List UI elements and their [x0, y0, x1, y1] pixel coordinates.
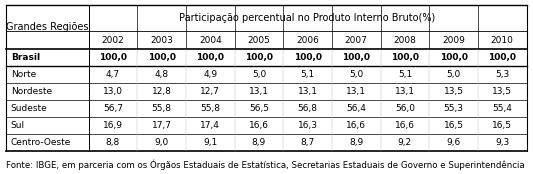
Text: Sul: Sul: [11, 121, 25, 130]
Text: 4,8: 4,8: [155, 70, 168, 79]
Text: 2010: 2010: [491, 35, 514, 45]
Text: Fonte: IBGE, em parceria com os Órgãos Estaduais de Estatística, Secretarias Est: Fonte: IBGE, em parceria com os Órgãos E…: [6, 159, 525, 170]
Text: 5,0: 5,0: [252, 70, 266, 79]
Text: 8,9: 8,9: [252, 138, 266, 147]
Text: 2004: 2004: [199, 35, 222, 45]
Text: 13,5: 13,5: [492, 87, 512, 96]
Text: 9,2: 9,2: [398, 138, 412, 147]
Text: 17,4: 17,4: [200, 121, 220, 130]
Text: 100,0: 100,0: [294, 53, 321, 62]
Text: 17,7: 17,7: [151, 121, 172, 130]
Text: 2002: 2002: [102, 35, 124, 45]
Text: Participação percentual no Produto Interno Bruto(%): Participação percentual no Produto Inter…: [180, 13, 435, 23]
Text: 9,0: 9,0: [155, 138, 169, 147]
Text: 100,0: 100,0: [440, 53, 467, 62]
Text: 55,4: 55,4: [492, 104, 512, 113]
Text: 16,6: 16,6: [346, 121, 366, 130]
Text: Norte: Norte: [11, 70, 36, 79]
Text: 9,6: 9,6: [447, 138, 461, 147]
Text: 13,5: 13,5: [443, 87, 464, 96]
Text: 13,1: 13,1: [297, 87, 318, 96]
Text: 5,1: 5,1: [398, 70, 412, 79]
Text: 2009: 2009: [442, 35, 465, 45]
Text: 100,0: 100,0: [245, 53, 273, 62]
Text: 16,5: 16,5: [492, 121, 512, 130]
Text: 9,3: 9,3: [495, 138, 510, 147]
Text: 13,0: 13,0: [103, 87, 123, 96]
Text: 56,0: 56,0: [395, 104, 415, 113]
Text: 5,0: 5,0: [447, 70, 461, 79]
Text: Centro-Oeste: Centro-Oeste: [11, 138, 71, 147]
Text: 56,4: 56,4: [346, 104, 366, 113]
Text: 2008: 2008: [393, 35, 416, 45]
Text: 100,0: 100,0: [148, 53, 175, 62]
Text: 2003: 2003: [150, 35, 173, 45]
Text: 100,0: 100,0: [342, 53, 370, 62]
Text: 100,0: 100,0: [196, 53, 224, 62]
Text: 2006: 2006: [296, 35, 319, 45]
Text: 9,1: 9,1: [203, 138, 217, 147]
Text: 16,5: 16,5: [443, 121, 464, 130]
Text: 2007: 2007: [345, 35, 368, 45]
Text: 8,8: 8,8: [106, 138, 120, 147]
Text: 13,1: 13,1: [249, 87, 269, 96]
Text: 2005: 2005: [247, 35, 270, 45]
Text: 55,3: 55,3: [443, 104, 464, 113]
Text: 8,7: 8,7: [301, 138, 314, 147]
Text: 13,1: 13,1: [346, 87, 366, 96]
Text: 100,0: 100,0: [391, 53, 419, 62]
Text: Nordeste: Nordeste: [11, 87, 52, 96]
Text: 4,7: 4,7: [106, 70, 120, 79]
Text: 55,8: 55,8: [200, 104, 220, 113]
Text: 13,1: 13,1: [395, 87, 415, 96]
Text: 16,6: 16,6: [249, 121, 269, 130]
Text: 12,7: 12,7: [200, 87, 220, 96]
Text: Brasil: Brasil: [11, 53, 40, 62]
Text: 12,8: 12,8: [152, 87, 172, 96]
Text: Sudeste: Sudeste: [11, 104, 47, 113]
Text: 100,0: 100,0: [99, 53, 127, 62]
Text: 56,8: 56,8: [297, 104, 318, 113]
Text: 16,3: 16,3: [297, 121, 318, 130]
Text: Grandes Regiões: Grandes Regiões: [6, 22, 88, 32]
Text: 100,0: 100,0: [488, 53, 516, 62]
Text: 4,9: 4,9: [203, 70, 217, 79]
Text: 55,8: 55,8: [151, 104, 172, 113]
Text: 56,5: 56,5: [249, 104, 269, 113]
Text: 5,3: 5,3: [495, 70, 510, 79]
Text: 16,9: 16,9: [103, 121, 123, 130]
Text: 16,6: 16,6: [395, 121, 415, 130]
Text: 5,0: 5,0: [349, 70, 364, 79]
Text: 8,9: 8,9: [349, 138, 364, 147]
Text: 56,7: 56,7: [103, 104, 123, 113]
Text: 5,1: 5,1: [301, 70, 314, 79]
